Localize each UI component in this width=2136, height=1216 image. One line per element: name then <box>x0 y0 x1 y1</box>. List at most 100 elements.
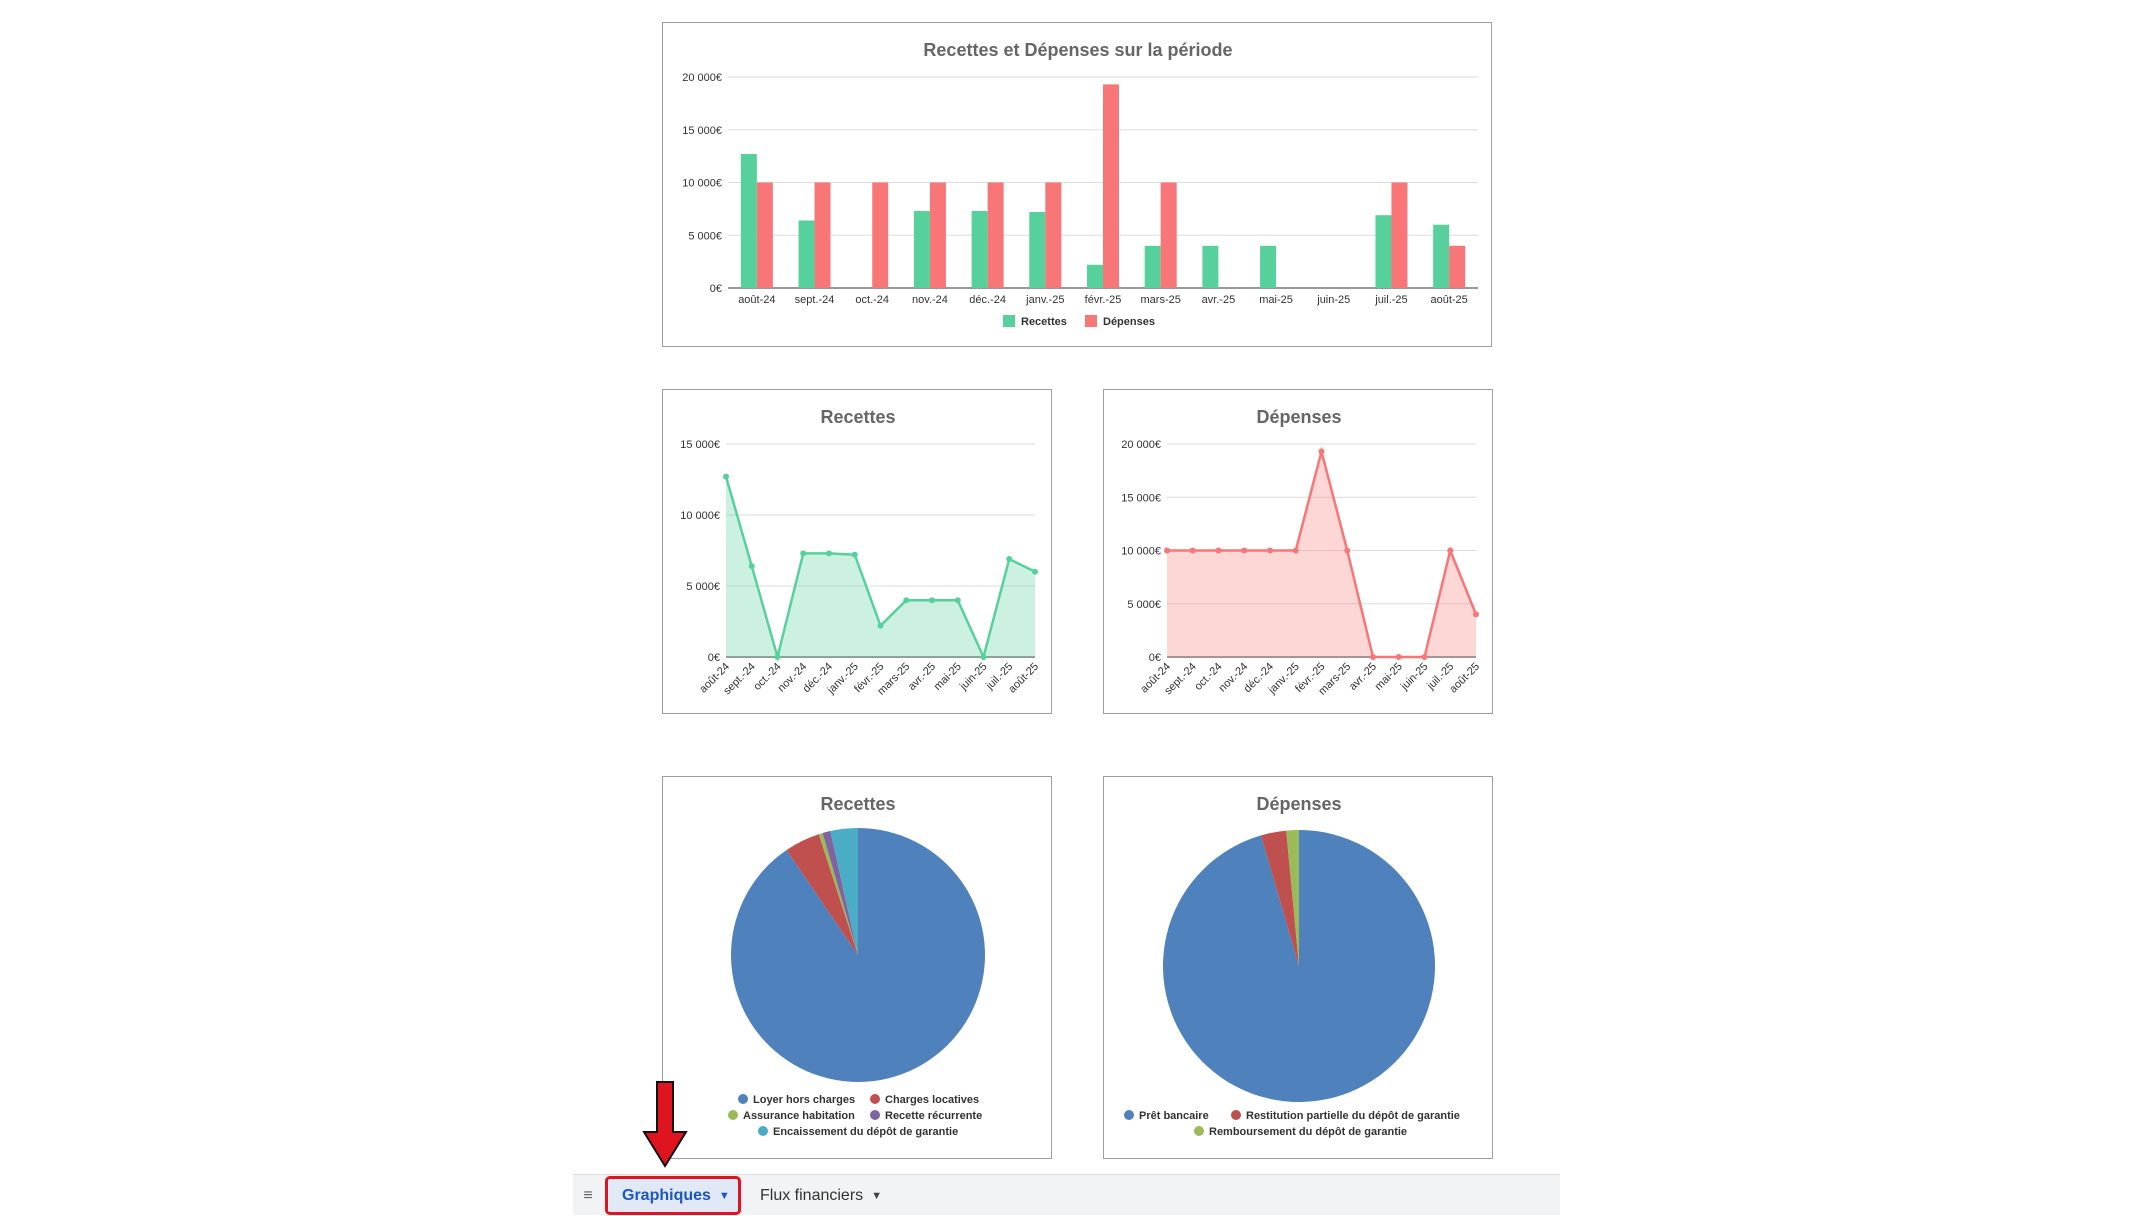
pie-slice <box>822 831 858 955</box>
bar-recettes <box>1029 212 1046 288</box>
data-point <box>774 654 781 660</box>
data-point <box>1421 654 1428 660</box>
legend-swatch <box>1003 315 1015 327</box>
tab-graphiques-label: Graphiques <box>622 1186 711 1204</box>
depenses-pie-chart-panel: Dépenses Prêt bancaire Restitution partiel… <box>1103 776 1493 1159</box>
data-point <box>826 550 832 557</box>
data-point <box>723 473 729 480</box>
x-tick-label: avr.-25 <box>1202 294 1236 306</box>
legend-label: Remboursement du dépôt de garantie <box>1209 1126 1407 1138</box>
data-point <box>1344 547 1351 554</box>
bar-chart-panel: Recettes et Dépenses sur la période 0€ 5 0… <box>662 22 1492 347</box>
y-tick-label: 20 000€ <box>1121 439 1161 451</box>
y-tick-label: 10 000€ <box>680 510 720 522</box>
y-tick-label: 0€ <box>708 652 720 664</box>
data-point <box>1292 547 1299 554</box>
y-tick-label: 10 000€ <box>1121 546 1161 558</box>
data-point <box>1215 547 1222 554</box>
bar-dépenses <box>1103 84 1119 288</box>
depenses-pie-chart: Dépenses Prêt bancaire Restitution partiel… <box>1124 794 1460 1138</box>
x-tick-label: août-24 <box>738 294 775 306</box>
area-fill <box>726 476 1035 657</box>
legend-swatch <box>870 1110 880 1120</box>
legend-swatch <box>1231 1110 1241 1120</box>
bar-recettes <box>740 154 757 288</box>
bar-dépenses <box>929 182 946 288</box>
data-point <box>1370 654 1376 660</box>
x-tick-label: déc.-24 <box>969 294 1006 306</box>
bar-dépenses <box>1160 182 1177 288</box>
x-tick-label: juin-25 <box>1316 294 1350 306</box>
data-point <box>1032 568 1038 575</box>
data-point <box>980 654 987 660</box>
y-tick-label: 5 000€ <box>686 581 720 593</box>
bar-dépenses <box>872 182 889 288</box>
x-tick-label: févr.-25 <box>1085 294 1122 306</box>
chart-title: Recettes <box>820 794 895 814</box>
legend-swatch <box>758 1126 768 1136</box>
bar-chart: Recettes et Dépenses sur la période 0€ 5 0… <box>682 40 1478 328</box>
bar-recettes <box>1433 224 1450 288</box>
data-point <box>1395 654 1402 660</box>
legend-swatch <box>870 1094 880 1104</box>
x-tick-label: avr.-25 <box>1347 661 1379 693</box>
data-point <box>903 597 910 604</box>
legend-swatch <box>1194 1126 1204 1136</box>
chart-title: Recettes <box>820 407 895 427</box>
caret-down-icon[interactable]: ▼ <box>871 1189 883 1202</box>
y-tick-label: 15 000€ <box>1121 492 1161 504</box>
y-tick-label: 5 000€ <box>688 230 722 242</box>
bar-dépenses <box>1391 182 1408 288</box>
bar-recettes <box>1087 264 1103 288</box>
legend-label: Loyer hors charges <box>753 1094 855 1106</box>
legend-swatch <box>738 1094 748 1104</box>
bar-dépenses <box>987 182 1004 288</box>
caret-down-icon[interactable]: ▼ <box>718 1189 730 1202</box>
tab-flux-financiers[interactable]: Flux financiers ▼ <box>746 1178 906 1213</box>
data-point <box>1447 547 1454 554</box>
data-point <box>954 597 961 604</box>
data-point <box>748 563 755 570</box>
bar-dépenses <box>814 182 831 288</box>
legend-swatch <box>1085 315 1097 327</box>
data-point <box>800 550 807 557</box>
bar-dépenses <box>1449 245 1466 288</box>
x-tick-label: mai-25 <box>1373 661 1405 693</box>
chart-title: Dépenses <box>1256 794 1341 814</box>
pie-slice <box>786 834 858 955</box>
recettes-area-chart-panel: Recettes 0€ 5 000€ 10 000€ 15 000€ août-24 sep… <box>662 389 1052 714</box>
data-point <box>1006 556 1013 563</box>
y-tick-label: 20 000€ <box>682 72 722 84</box>
bar-recettes <box>798 220 815 288</box>
legend-swatch <box>728 1110 738 1120</box>
x-tick-label: nov.-24 <box>912 294 948 306</box>
x-tick-label: mars-25 <box>1141 294 1181 306</box>
legend-label: Assurance habitation <box>743 1110 855 1122</box>
hamburger-icon[interactable]: ≡ <box>583 1186 593 1204</box>
depenses-area-chart-panel: Dépenses 0€ 5 000€ 10 000€ 15 000€ 20 000€ aoû… <box>1103 389 1493 714</box>
x-tick-label: oct.-24 <box>855 294 889 306</box>
chart-title: Dépenses <box>1256 407 1341 427</box>
legend-label: Recette récurrente <box>885 1110 982 1122</box>
y-tick-label: 0€ <box>1149 652 1161 664</box>
data-point <box>851 551 858 558</box>
data-point <box>929 597 935 604</box>
x-tick-label: juin-25 <box>1398 661 1431 694</box>
pie-slice <box>830 828 858 955</box>
legend-label: Charges locatives <box>885 1094 979 1106</box>
data-point <box>1473 611 1479 618</box>
x-tick-label: janv.-25 <box>1025 294 1064 306</box>
sheet-tab-bar: ≡ Graphiques ▼ Flux financiers ▼ <box>573 1174 1560 1215</box>
y-tick-label: 10 000€ <box>682 178 722 190</box>
x-tick-label: mai-25 <box>1259 294 1293 306</box>
bar-dépenses <box>756 182 773 288</box>
y-tick-label: 5 000€ <box>1127 599 1161 611</box>
y-tick-label: 0€ <box>710 283 722 295</box>
red-arrow-icon <box>642 1081 688 1168</box>
data-point <box>877 622 884 629</box>
bar-recettes <box>1202 245 1219 288</box>
data-point <box>1318 448 1325 455</box>
tab-graphiques[interactable]: Graphiques ▼ <box>608 1178 743 1213</box>
